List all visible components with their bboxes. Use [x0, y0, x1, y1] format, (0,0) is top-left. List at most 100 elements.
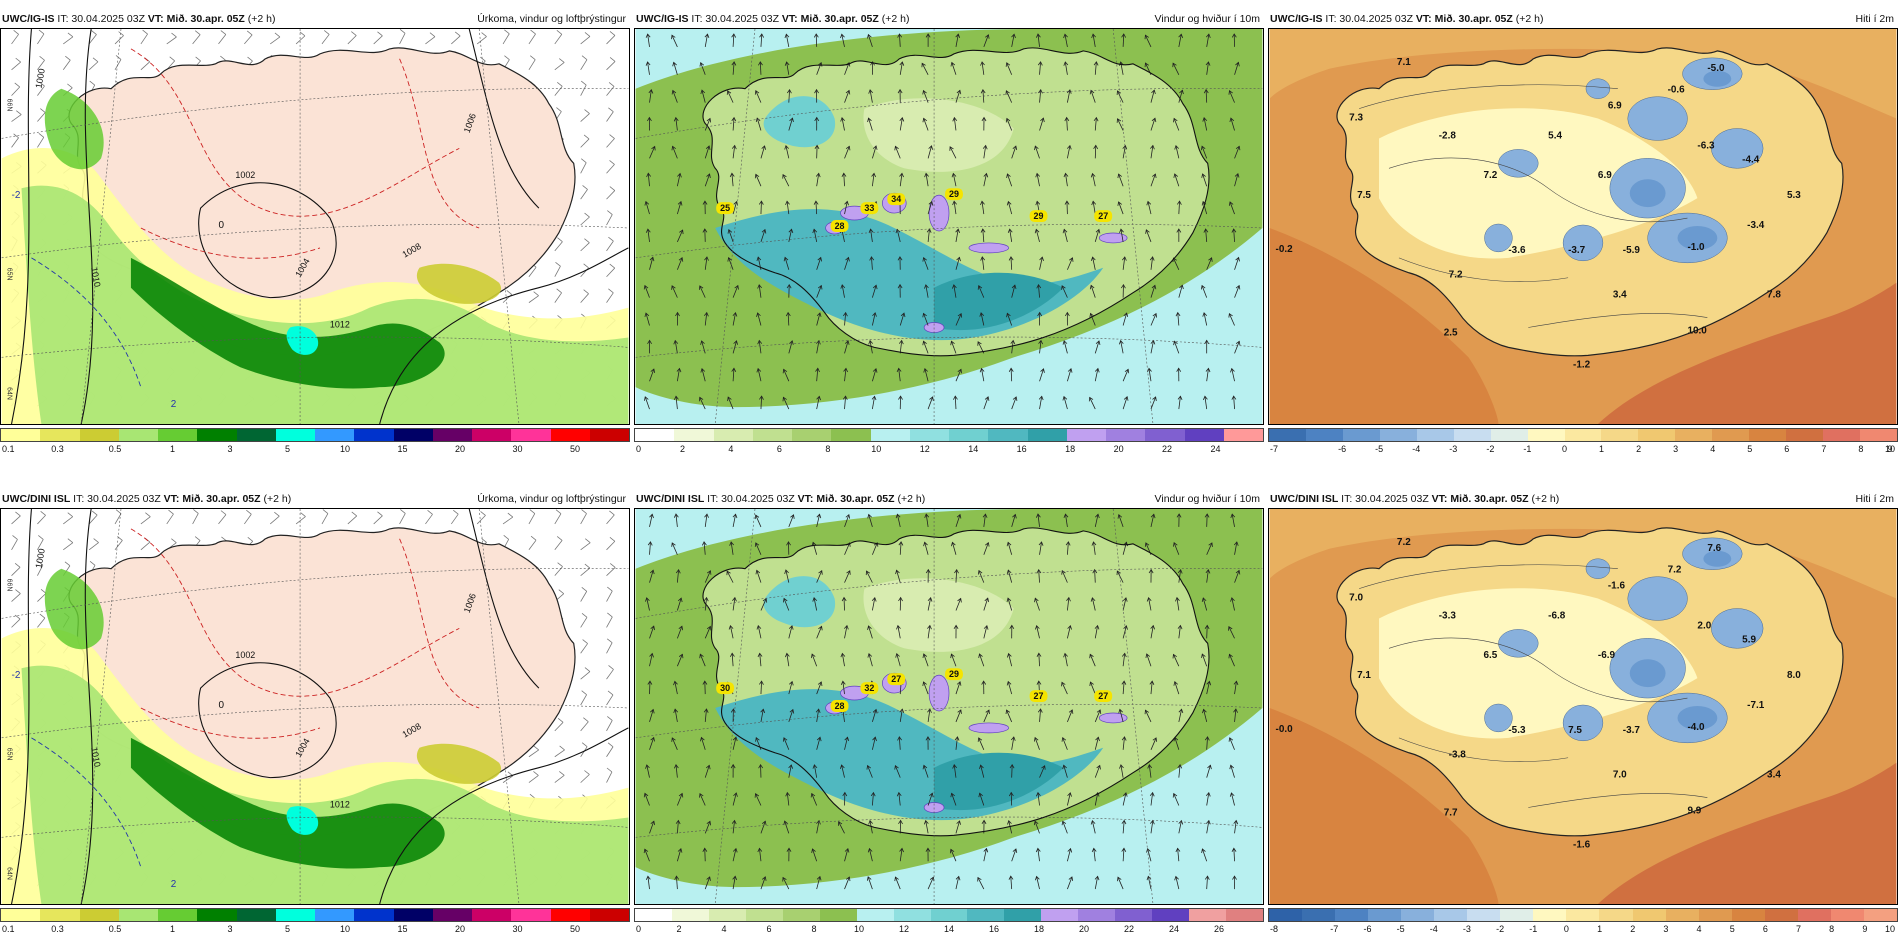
colorbar-tick-label: 12 [898, 924, 910, 934]
colorbar-tick-label: 8 [811, 924, 817, 934]
colorbar-tick-label: 24 [1210, 444, 1221, 454]
iceland-coastline [1336, 47, 1844, 357]
temperature-value: 5.9 [1742, 634, 1756, 645]
colorbar-ticks: -7 -6 -5 -4 -3 -2 -1 0 1 2 3 4 5 6 7 8 9 10 [1268, 444, 1898, 456]
temperature-value: -3.7 [1623, 725, 1641, 736]
wind-map[interactable]: 30 28 32 27 29 27 27 [635, 509, 1263, 904]
colorbar-tick-label: 16 [988, 924, 1000, 934]
colorbar-swatch [745, 909, 783, 921]
isobar-label: 1002 [235, 650, 255, 660]
map-area[interactable]: 1000 1002 1004 1006 1008 1010 1012 0 -2 2 66N 65N 64… [0, 508, 630, 905]
colorbar-tick-label: -6 [1363, 924, 1372, 934]
colorbar-tick-label: 1 [169, 444, 176, 454]
colorbar-swatch [1675, 429, 1713, 441]
colorbar-tick-label: 10 [871, 444, 882, 454]
precip-map[interactable]: 10001002100410061008101010120-2266N65N64… [1, 29, 629, 424]
colorbar-swatch [1566, 909, 1600, 921]
lat-label: 66N [6, 579, 13, 592]
panel-temp-igis: UWC/IG-IS IT: 30.04.2025 03Z VT: Mið. 30… [1268, 10, 1898, 465]
temperature-value: -1.6 [1573, 839, 1591, 850]
colorbar-swatch [635, 429, 675, 441]
colorbar-swatch [1269, 909, 1303, 921]
colorbar-tick-label: 20 [1078, 924, 1090, 934]
init-time: IT: 30.04.2025 03Z [57, 13, 145, 25]
colorbar-tick-label: 4 [721, 924, 727, 934]
temperature-field [1269, 509, 1897, 904]
colorbar-swatch [1078, 909, 1116, 921]
colorbar-swatch [197, 909, 237, 921]
colorbar-swatch [1342, 429, 1380, 441]
precip-map[interactable]: 10001002100410061008101010120-2266N65N64… [1, 509, 629, 904]
colorbar-tick-label: 9 [1887, 444, 1893, 454]
colorbar-swatch [1665, 909, 1699, 921]
panel-header: UWC/DINI ISL IT: 30.04.2025 03Z VT: Mið.… [0, 490, 630, 508]
colorbar-tick-label: -2 [1496, 924, 1505, 934]
map-area[interactable]: 7.1 7.3 -2.8 7.5 6.9 5.4 -0.6 -5.0 7.2 6.9 -6.3 -4.… [1268, 28, 1898, 425]
colorbar-tick-label: 5 [284, 444, 291, 454]
map-area[interactable]: 1000 1002 1004 1006 1008 1010 1012 0 -2 2 66N 65N 64… [0, 28, 630, 425]
map-area[interactable]: 7.2 7.0 -3.3 7.1 -1.6 -6.8 7.2 7.6 6.5 -6.9 2.0 5.9… [1268, 508, 1898, 905]
colorbar-tick-label: 8 [1829, 924, 1835, 934]
colorbar-swatch [511, 429, 551, 441]
colorbar-tick-label: -7 [1330, 924, 1339, 934]
colorbar-tick-label: 10 [339, 444, 351, 454]
colorbar-tick-label: 6 [1784, 444, 1790, 454]
init-time: IT: 30.04.2025 03Z [73, 493, 161, 505]
colorbar-swatch [1453, 429, 1491, 441]
isobars [11, 29, 629, 424]
colorbar-swatch [674, 429, 714, 441]
lat-label: 65N [6, 748, 13, 761]
colorbar-tick-label: 2 [679, 444, 685, 454]
colorbar-swatch [1305, 429, 1343, 441]
wind-map[interactable]: 25 28 33 34 29 29 27 [635, 29, 1263, 424]
colorbar-tick-label: 1 [1597, 924, 1603, 934]
panel-header: UWC/DINI ISL IT: 30.04.2025 03Z VT: Mið.… [1268, 490, 1898, 508]
map-area[interactable]: 30 28 32 27 29 27 27 [634, 508, 1264, 905]
temperature-value: -6.9 [1598, 650, 1616, 661]
colorbar-tick-label: 1 [1599, 444, 1605, 454]
temperature-value: 6.9 [1608, 101, 1622, 112]
graticule [1, 29, 629, 424]
gust-label: 29 [945, 188, 963, 201]
colorbar-tick-label: 0.3 [51, 924, 64, 934]
product-title: Úrkoma, vindur og loftþrýstingur [477, 493, 626, 505]
temp-map[interactable]: 7.2 7.0 -3.3 7.1 -1.6 -6.8 7.2 7.6 6.5 -6.9 2.0 5.9… [1269, 509, 1897, 904]
lat-label: 64N [6, 867, 13, 880]
temperature-value: -0.6 [1668, 85, 1686, 96]
isobar-label: 1012 [330, 319, 350, 329]
temp-map[interactable]: 7.1 7.3 -2.8 7.5 6.9 5.4 -0.6 -5.0 7.2 6.9 -6.3 -4.… [1269, 29, 1897, 424]
colorbar-ticks: 0 2 4 6 8 10 12 14 16 18 20 22 24 26 [634, 924, 1264, 936]
panel-header: UWC/IG-IS IT: 30.04.2025 03Z VT: Mið. 30… [0, 10, 630, 28]
isobar-label: 1010 [89, 746, 102, 767]
colorbar-tick-label: 12 [919, 444, 930, 454]
wind-arrows [643, 33, 1241, 410]
colorbar-tick-label: 2 [1636, 444, 1642, 454]
colorbar-tick-label: 20 [454, 924, 466, 934]
temperature-value: 7.2 [1484, 170, 1498, 181]
map-area[interactable]: 25 28 33 34 29 29 27 [634, 28, 1264, 425]
colorbar [0, 908, 630, 922]
isotherm-label: 2 [171, 879, 177, 890]
gust-label: 27 [1094, 690, 1113, 703]
gust-label: 30 [716, 682, 735, 695]
colorbar-tick-label: 50 [569, 924, 581, 934]
temperature-value: -3.7 [1568, 245, 1586, 256]
colorbar-swatch [393, 909, 433, 921]
temperature-value: 7.2 [1397, 537, 1411, 548]
wind-field [635, 29, 1263, 408]
colorbar-swatch [158, 429, 198, 441]
colorbar-swatch [1434, 909, 1468, 921]
colorbar-swatch [635, 909, 672, 921]
valid-label: VT: [1431, 493, 1448, 505]
colorbar-tick-label: 18 [1065, 444, 1076, 454]
colorbar-swatch [792, 429, 832, 441]
temperature-value: 7.5 [1568, 725, 1582, 736]
colorbar-tick-label: 50 [569, 444, 581, 454]
gust-label: 25 [716, 202, 735, 215]
colorbar-tick-label: 7 [1796, 924, 1802, 934]
valid-time: Mið. 30.apr. 05Z [800, 13, 879, 25]
temperature-value: 7.1 [1357, 670, 1371, 681]
temperature-value: 7.6 [1707, 543, 1721, 554]
temperature-value: -3.4 [1747, 220, 1765, 231]
isobar-label: 1000 [34, 68, 47, 89]
